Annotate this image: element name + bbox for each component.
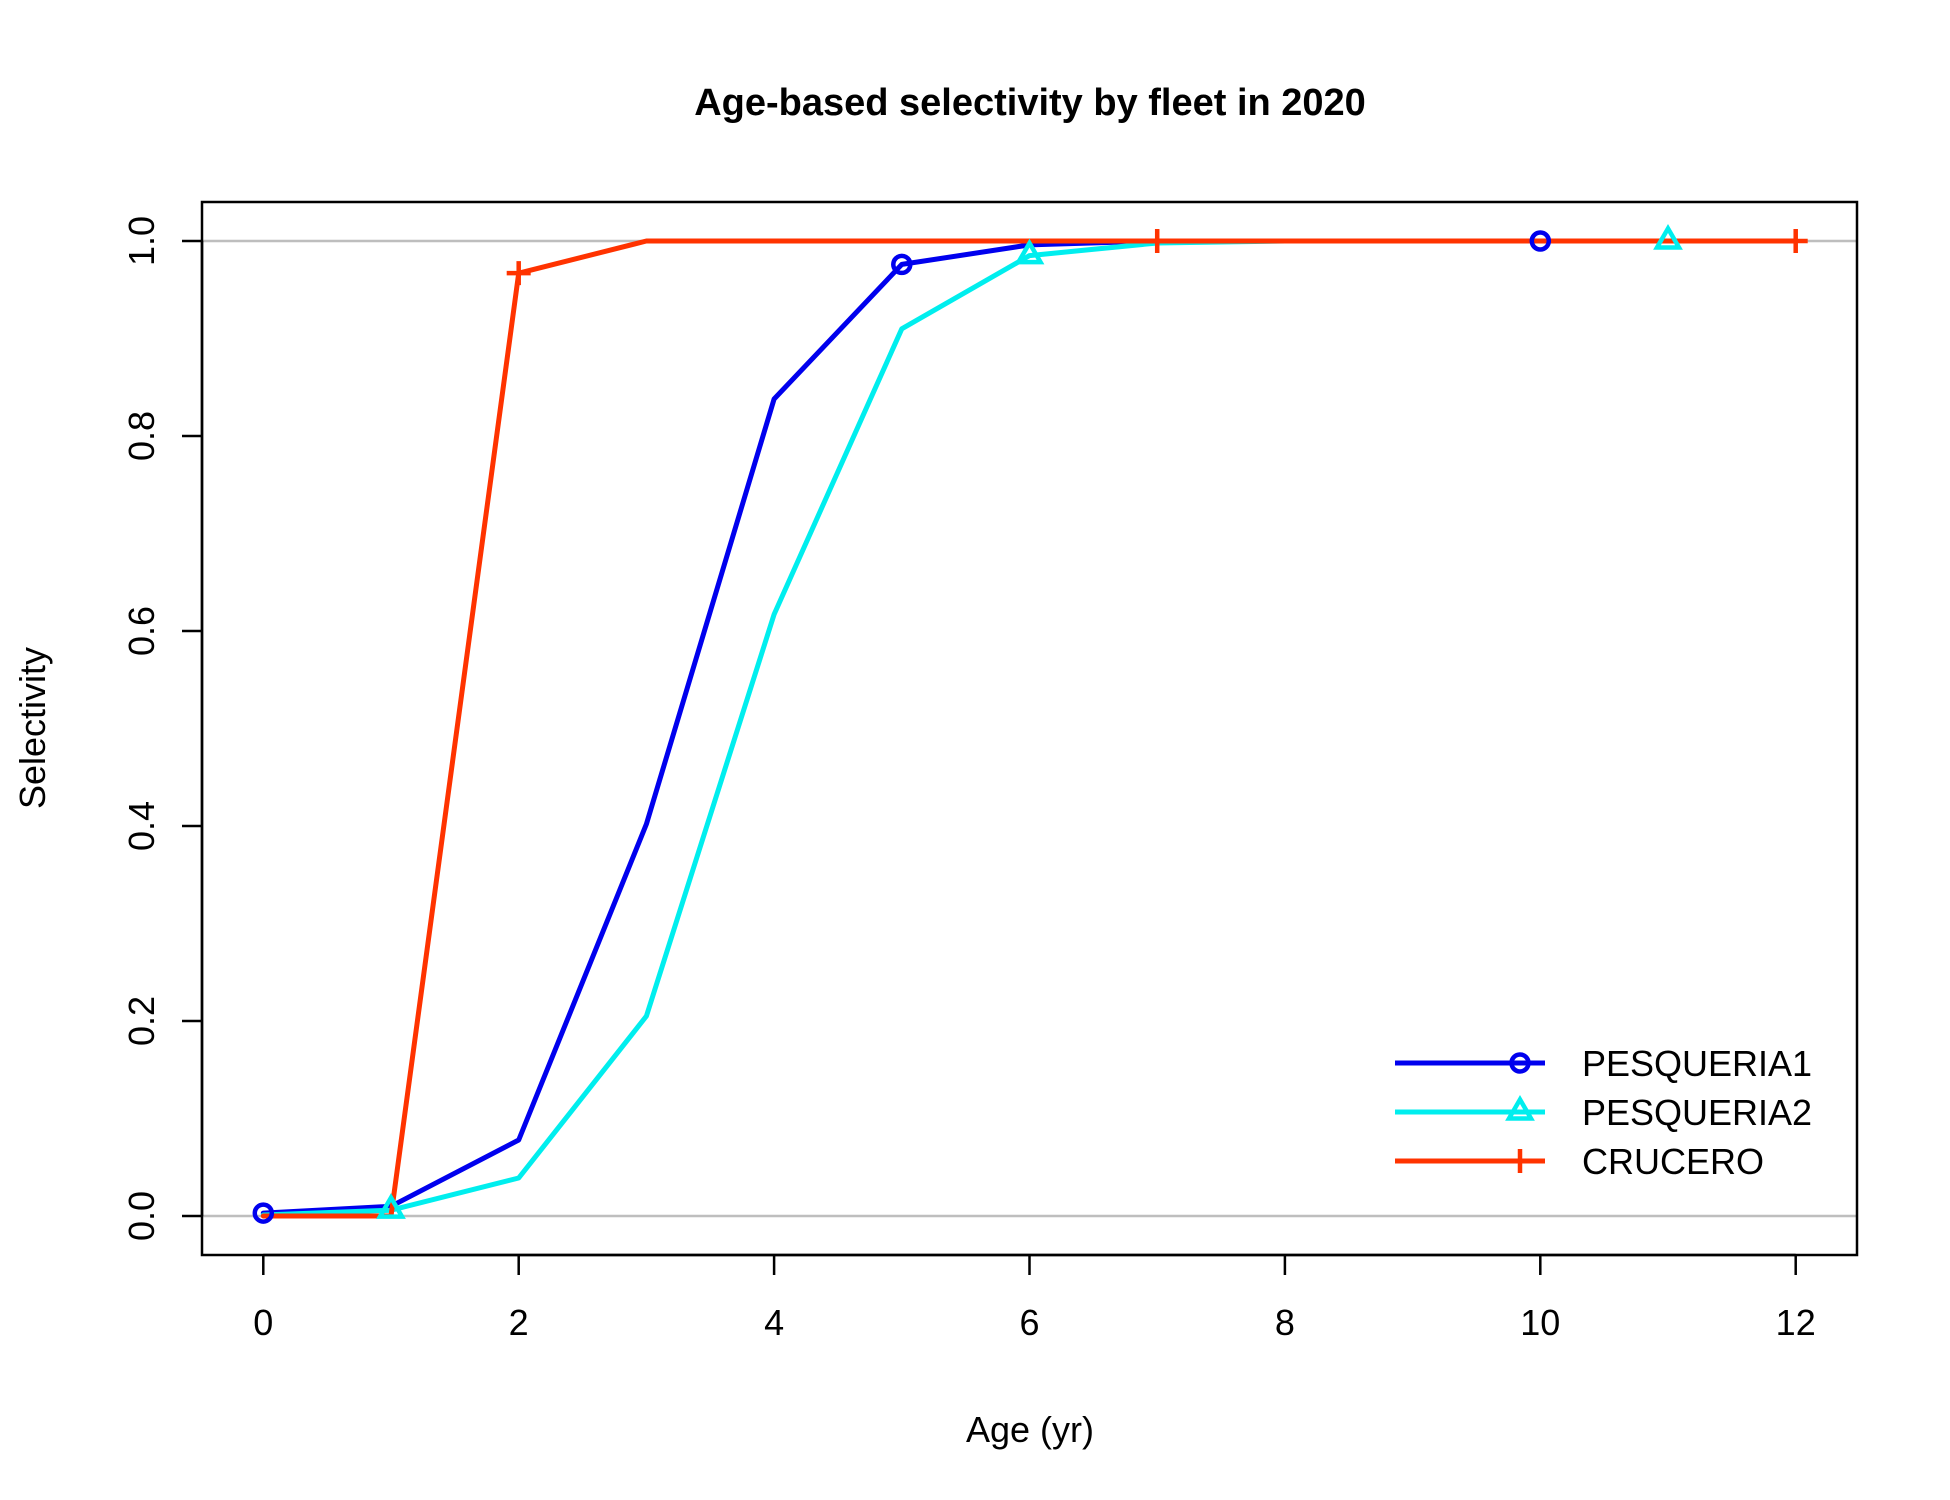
y-tick-label: 0.0 <box>121 1191 162 1241</box>
x-tick-label: 0 <box>253 1302 273 1343</box>
x-tick-label: 2 <box>509 1302 529 1343</box>
legend-label-pesqueria2: PESQUERIA2 <box>1582 1092 1812 1133</box>
marker-pesqueria1-age-5 <box>891 253 913 276</box>
series-line-pesqueria1 <box>260 238 1799 1216</box>
legend-marker-crucero <box>1508 1149 1532 1173</box>
marker-crucero-age-2 <box>506 261 531 286</box>
y-tick-label: 0.6 <box>121 606 162 656</box>
legend-label-pesqueria1: PESQUERIA1 <box>1582 1043 1812 1084</box>
marker-pesqueria1-age-0 <box>252 1202 275 1224</box>
y-tick-label: 0.8 <box>121 411 162 461</box>
y-axis: 0.0 0.2 0.4 0.6 0.8 1.0 <box>121 216 204 1241</box>
legend: PESQUERIA1 PESQUERIA2 CRUCERO <box>1395 1043 1812 1182</box>
legend-label-crucero: CRUCERO <box>1582 1141 1764 1182</box>
x-tick-label: 10 <box>1520 1302 1560 1343</box>
series-markers <box>252 224 1808 1224</box>
marker-pesqueria2-age-11 <box>1653 224 1683 250</box>
x-tick-label: 12 <box>1776 1302 1816 1343</box>
chart-title: Age-based selectivity by fleet in 2020 <box>694 82 1366 124</box>
x-axis: 0 2 4 6 8 10 12 <box>253 1253 1816 1343</box>
x-axis-label: Age (yr) <box>966 1409 1094 1450</box>
x-tick-label: 4 <box>764 1302 784 1343</box>
x-tick-label: 8 <box>1275 1302 1295 1343</box>
y-tick-label: 0.4 <box>121 801 162 851</box>
marker-pesqueria2-age-1 <box>376 1193 406 1219</box>
y-axis-label: Selectivity <box>12 647 53 809</box>
series-line-crucero <box>260 238 1799 1219</box>
y-tick-label: 0.2 <box>121 996 162 1046</box>
marker-crucero-age-12 <box>1783 229 1808 253</box>
marker-crucero-age-7 <box>1145 229 1170 253</box>
y-tick-label: 1.0 <box>121 216 162 266</box>
series-line-pesqueria2 <box>260 238 1799 1218</box>
marker-pesqueria2-age-6 <box>1014 238 1045 265</box>
series-lines <box>260 238 1799 1219</box>
legend-marker-pesqueria2 <box>1505 1095 1535 1121</box>
marker-pesqueria1-age-10 <box>1529 230 1552 252</box>
x-tick-label: 6 <box>1019 1302 1039 1343</box>
legend-marker-pesqueria1 <box>1509 1052 1531 1074</box>
